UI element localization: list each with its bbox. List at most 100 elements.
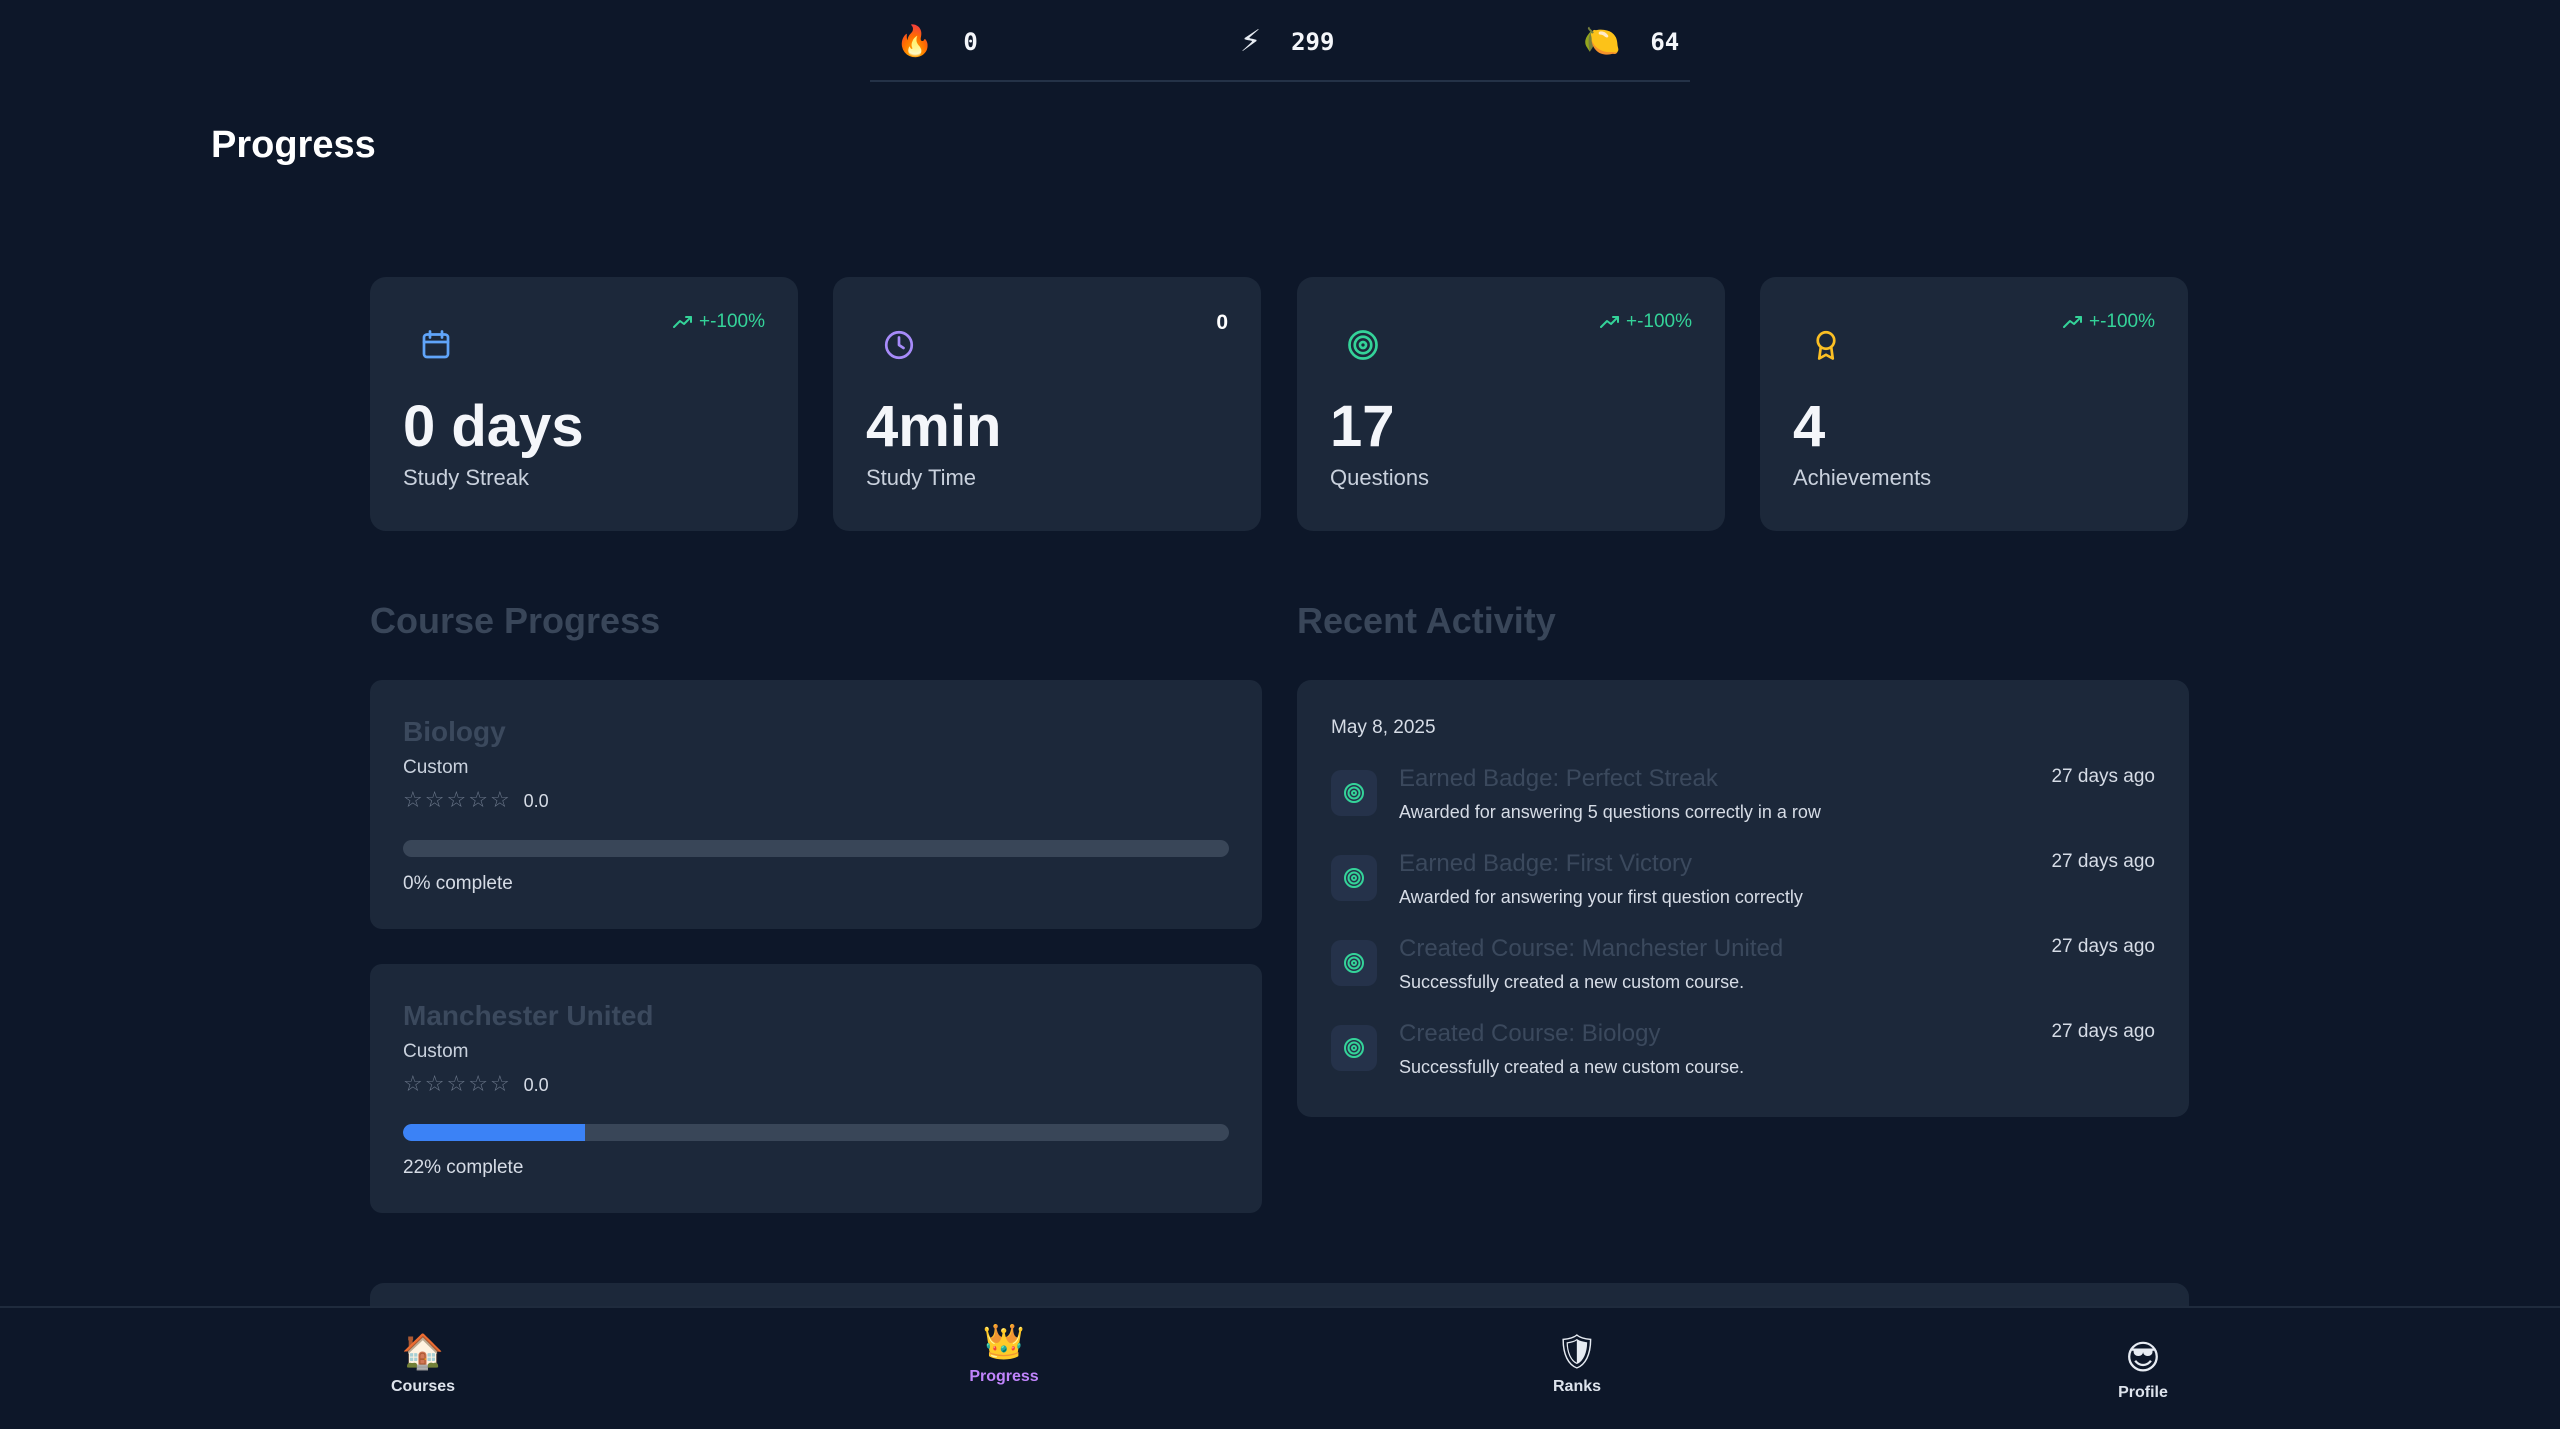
stat-value: 4min: [866, 394, 1002, 459]
activity-time: 27 days ago: [2051, 936, 2155, 957]
activity-description: Awarded for answering 5 questions correc…: [1399, 802, 1821, 822]
top-stats-bar: 🔥 0 ⚡ 299 🍋 64: [870, 0, 1690, 82]
streak-count: 0: [963, 28, 978, 56]
activity-item[interactable]: Earned Badge: Perfect Streak Awarded for…: [1331, 765, 2155, 835]
trending-up-icon: [672, 316, 692, 328]
activity-time: 27 days ago: [2051, 766, 2155, 787]
stat-label: Study Streak: [403, 465, 529, 490]
stat-value: 0 days: [403, 394, 584, 459]
gem-count: 64: [1650, 28, 1680, 56]
trend-value: +-100%: [2088, 311, 2155, 332]
star-icon: ☆: [424, 788, 445, 813]
xp-counter[interactable]: ⚡ 299: [1240, 22, 1334, 62]
activity-item[interactable]: Created Course: Manchester United Succes…: [1331, 935, 2155, 1005]
target-icon: [1331, 940, 1377, 986]
target-icon: [1331, 855, 1377, 901]
bottom-nav: 🏠 Courses 👑 Progress 🛡 Ranks 😎 Profile: [0, 1306, 2560, 1429]
star-icon: ☆: [489, 1072, 510, 1097]
activity-title: Earned Badge: Perfect Streak: [1399, 765, 1718, 792]
nav-label: Ranks: [1552, 1378, 1602, 1395]
calendar-icon: [422, 330, 450, 359]
activity-description: Successfully created a new custom course…: [1399, 972, 1745, 992]
rating-value: 0.0: [523, 1074, 549, 1095]
stat-trend: +-100%: [2062, 311, 2155, 333]
star-icon: ☆: [489, 788, 510, 813]
trend-value: +-100%: [698, 311, 765, 332]
rating-stars: ☆ ☆ ☆ ☆ ☆ 0.0: [403, 1073, 549, 1097]
nav-label: Courses: [390, 1378, 456, 1395]
activity-time: 27 days ago: [2051, 1021, 2155, 1042]
page-title: Progress: [211, 124, 376, 166]
stat-trend: +-100%: [672, 311, 765, 333]
shield-icon: 🛡: [1555, 1332, 1599, 1372]
progress-label: 22% complete: [403, 1157, 524, 1178]
nav-item-courses[interactable]: 🏠 Courses: [343, 1332, 503, 1396]
stat-value: 17: [1330, 394, 1395, 459]
crown-icon: 👑: [982, 1322, 1026, 1362]
stat-trend: 0: [1216, 311, 1228, 334]
star-icon: ☆: [446, 788, 467, 813]
star-icon: ☆: [403, 788, 423, 813]
star-icon: ☆: [468, 1072, 488, 1097]
course-card-manchester-united[interactable]: Manchester United Custom ☆ ☆ ☆ ☆ ☆ 0.0 2…: [370, 964, 1262, 1213]
recent-activity-card: May 8, 2025 Earned Badge: Perfect Streak…: [1297, 680, 2189, 1117]
rating-value: 0.0: [523, 790, 549, 811]
orb-icon: 🍋: [1583, 24, 1621, 59]
course-name: Biology: [403, 716, 506, 747]
activity-item[interactable]: Created Course: Biology Successfully cre…: [1331, 1020, 2155, 1090]
recent-activity-title: Recent Activity: [1297, 600, 1556, 641]
rating-stars: ☆ ☆ ☆ ☆ ☆ 0.0: [403, 789, 549, 813]
stat-label: Study Time: [866, 465, 977, 490]
course-type: Custom: [403, 1041, 469, 1062]
gem-counter[interactable]: 🍋 64: [1583, 22, 1679, 62]
activity-time: 27 days ago: [2051, 851, 2155, 872]
activity-date: May 8, 2025: [1331, 717, 1436, 738]
star-icon: ☆: [403, 1072, 423, 1097]
course-type: Custom: [403, 757, 469, 778]
course-name: Manchester United: [403, 1000, 654, 1031]
stat-card-study-streak: +-100% 0 days Study Streak: [370, 277, 798, 531]
xp-count: 299: [1291, 28, 1335, 56]
activity-description: Successfully created a new custom course…: [1399, 1057, 1745, 1077]
activity-title: Created Course: Biology: [1399, 1020, 1661, 1047]
stat-card-questions: +-100% 17 Questions: [1297, 277, 1725, 531]
star-icon: ☆: [424, 1072, 445, 1097]
target-icon: [1331, 770, 1377, 816]
clock-icon: [884, 330, 914, 360]
trend-value: +-100%: [1625, 311, 1692, 332]
sunglasses-face-icon: 😎: [2125, 1338, 2161, 1378]
nav-item-profile[interactable]: 😎 Profile: [2063, 1338, 2223, 1402]
trending-up-icon: [2062, 316, 2082, 328]
activity-title: Created Course: Manchester United: [1399, 935, 1784, 962]
target-icon: [1331, 1025, 1377, 1071]
stat-trend: +-100%: [1599, 311, 1692, 333]
star-icon: ☆: [468, 788, 488, 813]
activity-description: Awarded for answering your first questio…: [1399, 887, 1803, 907]
nav-label: Progress: [969, 1368, 1039, 1385]
house-icon: 🏠: [401, 1332, 445, 1372]
stat-card-study-time: 0 4min Study Time: [833, 277, 1261, 531]
streak-counter[interactable]: 🔥 0: [896, 22, 978, 62]
course-progress-title: Course Progress: [370, 600, 661, 641]
stat-label: Questions: [1330, 465, 1430, 490]
progress-fill: [403, 1124, 585, 1141]
fire-icon: 🔥: [896, 24, 934, 59]
lightning-icon: ⚡: [1240, 24, 1262, 59]
award-icon: [1816, 330, 1836, 360]
progress-bar: [403, 840, 1229, 857]
progress-label: 0% complete: [403, 873, 513, 894]
stat-card-achievements: +-100% 4 Achievements: [1760, 277, 2188, 531]
stat-label: Achievements: [1793, 465, 1932, 490]
activity-item[interactable]: Earned Badge: First Victory Awarded for …: [1331, 850, 2155, 920]
star-icon: ☆: [446, 1072, 467, 1097]
activity-title: Earned Badge: First Victory: [1399, 850, 1693, 877]
stat-value: 4: [1793, 394, 1826, 459]
progress-bar: [403, 1124, 1229, 1141]
course-card-biology[interactable]: Biology Custom ☆ ☆ ☆ ☆ ☆ 0.0 0% complete: [370, 680, 1262, 929]
nav-label: Profile: [2118, 1384, 2168, 1401]
target-icon: [1348, 330, 1378, 360]
trending-up-icon: [1599, 316, 1619, 328]
nav-item-ranks[interactable]: 🛡 Ranks: [1497, 1332, 1657, 1396]
nav-item-progress[interactable]: 👑 Progress: [924, 1322, 1084, 1386]
